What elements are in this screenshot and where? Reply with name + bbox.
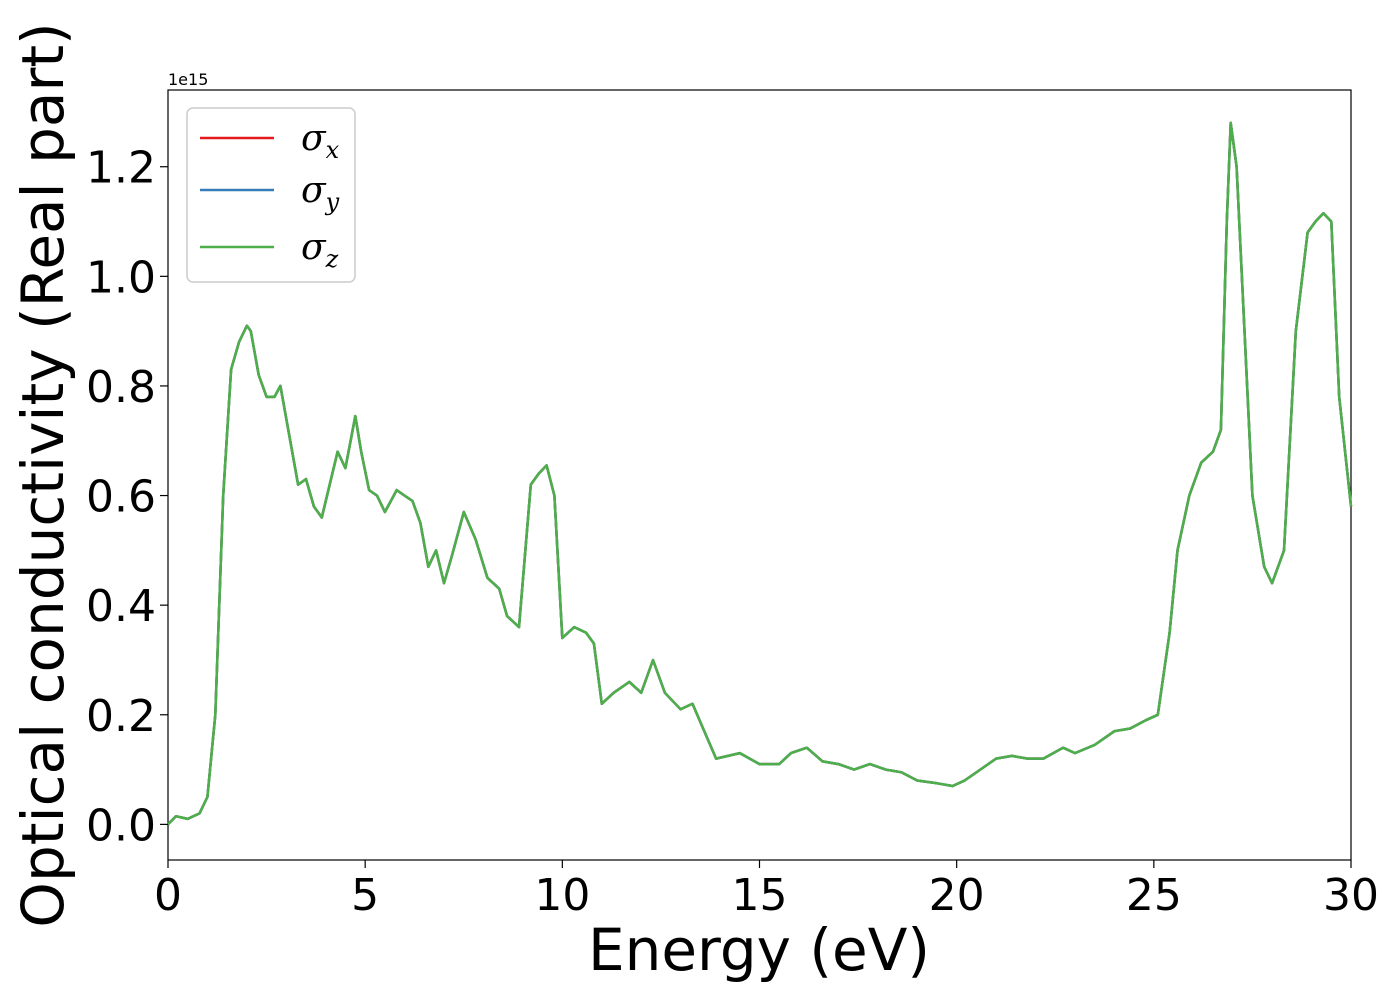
series-line-z (167, 121, 1353, 826)
y-tick-label: 0.0 (86, 800, 156, 851)
y-tick-label: 0.2 (86, 691, 156, 742)
x-tick-label: 25 (1126, 870, 1182, 921)
y-tick-label: 0.4 (86, 581, 156, 632)
x-tick-label: 5 (351, 870, 379, 921)
x-tick-label: 20 (929, 870, 985, 921)
y-axis-title: Optical conductivity (Real part) (9, 22, 77, 927)
y-axis-ticks: 0.0 0.2 0.4 0.6 0.8 1.0 1.2 (86, 143, 168, 851)
legend-label-x: σx (301, 118, 340, 164)
legend-label-y: σy (301, 170, 340, 216)
legend: σx σy σz (186, 107, 356, 283)
y-tick-label: 1.2 (86, 143, 156, 194)
x-axis-ticks: 0 5 10 15 20 25 30 (154, 860, 1379, 921)
x-axis-title: Energy (eV) (588, 916, 930, 984)
x-tick-label: 30 (1323, 870, 1379, 921)
y-tick-label: 0.8 (86, 362, 156, 413)
y-tick-label: 1.0 (86, 252, 156, 303)
x-tick-label: 10 (534, 870, 590, 921)
legend-box (186, 107, 356, 283)
x-tick-label: 15 (732, 870, 788, 921)
series-lines (167, 121, 1353, 826)
y-offset-label: 1e15 (168, 70, 208, 89)
y-tick-label: 0.6 (86, 472, 156, 523)
x-tick-label: 0 (154, 870, 182, 921)
legend-label-z: σz (301, 227, 339, 273)
